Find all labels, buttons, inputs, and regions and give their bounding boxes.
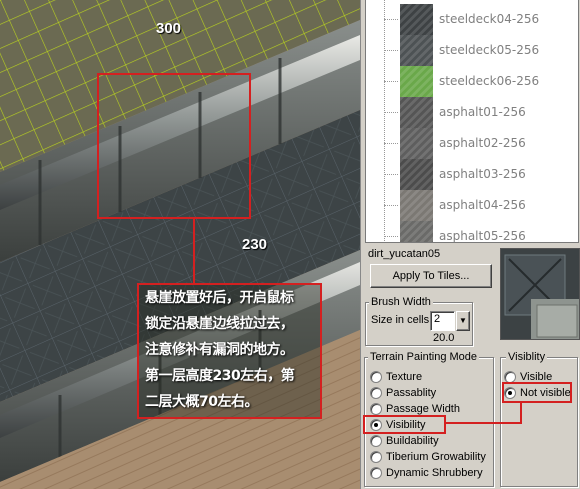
tile-item[interactable]: asphalt04-256 xyxy=(384,190,574,221)
tile-thumbnail xyxy=(400,159,433,190)
tile-thumbnail xyxy=(400,97,433,128)
tile-thumbnail xyxy=(400,221,433,242)
tile-name: steeldeck06-256 xyxy=(439,74,540,88)
visibility-option-not-visible[interactable]: Not visible xyxy=(504,386,571,400)
size-in-cells-label: Size in cells: xyxy=(371,314,433,326)
annotation-line: 注意修补有漏洞的地方。 xyxy=(145,342,294,358)
tile-item[interactable]: asphalt01-256 xyxy=(384,97,574,128)
mode-option-dynamic-shrubbery[interactable]: Dynamic Shrubbery xyxy=(370,466,483,480)
mode-option-texture[interactable]: Texture xyxy=(370,370,422,384)
radio-icon xyxy=(370,403,382,415)
brush-value-readout: 20.0 xyxy=(433,332,455,344)
mode-option-label: Passablity xyxy=(386,387,437,399)
mode-option-buildability[interactable]: Buildability xyxy=(370,434,439,448)
visibility-option-visible[interactable]: Visible xyxy=(504,370,552,384)
tile-thumbnail xyxy=(400,4,433,35)
visibility-option-label: Visible xyxy=(520,371,553,383)
tile-thumbnail xyxy=(400,66,433,97)
radio-selected-icon xyxy=(504,387,516,399)
radio-icon xyxy=(370,451,382,463)
tile-item[interactable]: asphalt03-256 xyxy=(384,159,574,190)
tile-item[interactable]: steeldeck05-256 xyxy=(384,35,574,66)
radio-icon xyxy=(370,467,382,479)
selected-tile-name: dirt_yucatan05 xyxy=(368,248,441,260)
visibility-title: Visiblity xyxy=(506,351,548,363)
tree-line xyxy=(384,0,385,242)
chevron-down-icon: ▼ xyxy=(459,316,467,325)
tile-item[interactable]: steeldeck04-256 xyxy=(384,4,574,35)
annotation-line: 第一层高度230左右，第 xyxy=(145,368,295,384)
brush-size-dropdown[interactable]: ▼ xyxy=(456,311,470,331)
map-viewport[interactable]: 300 230 悬崖放置好后，开启鼠标 锁定沿悬崖边线拉过去， 注意修补有漏洞的… xyxy=(0,0,360,489)
mode-option-label: Dynamic Shrubbery xyxy=(386,467,483,479)
height-label-300: 300 xyxy=(156,20,182,37)
mode-option-label: Visibility xyxy=(386,419,426,431)
tile-item[interactable]: asphalt02-256 xyxy=(384,128,574,159)
visibility-option-label: Not visible xyxy=(520,387,571,399)
radio-icon xyxy=(370,435,382,447)
tile-item[interactable]: steeldeck06-256 xyxy=(384,66,574,97)
radio-selected-icon xyxy=(370,419,382,431)
highlight-visibility-mode xyxy=(363,415,446,434)
height-label-230: 230 xyxy=(242,236,268,253)
mode-option-label: Tiberium Growability xyxy=(386,451,486,463)
mode-option-passablity[interactable]: Passablity xyxy=(370,386,436,400)
annotation-line: 悬崖放置好后，开启鼠标 xyxy=(145,290,294,306)
highlight-connector xyxy=(193,219,195,283)
tile-name: steeldeck04-256 xyxy=(439,12,540,26)
annotation-line: 二层大概70左右。 xyxy=(145,394,258,410)
tile-thumbnail xyxy=(400,128,433,159)
tile-name: asphalt02-256 xyxy=(439,136,526,150)
highlight-box-cliff xyxy=(97,73,251,219)
brush-width-title: Brush Width xyxy=(369,296,433,308)
mode-option-passage-width[interactable]: Passage Width xyxy=(370,402,460,416)
annotation-line: 锁定沿悬崖边线拉过去， xyxy=(145,316,294,332)
radio-icon xyxy=(370,371,382,383)
brush-size-field[interactable]: 2 xyxy=(430,311,455,331)
tile-list[interactable]: steeldeck04-256 steeldeck05-256 steeldec… xyxy=(365,0,579,243)
radio-icon xyxy=(370,387,382,399)
terrain-scene xyxy=(0,0,360,489)
mode-option-visibility[interactable]: Visibility xyxy=(370,418,426,432)
mode-option-label: Passage Width xyxy=(386,403,460,415)
tile-name: asphalt04-256 xyxy=(439,198,526,212)
tile-item[interactable]: asphalt05-256 xyxy=(384,221,574,243)
tile-name: asphalt01-256 xyxy=(439,105,526,119)
mode-option-tiberium-growability[interactable]: Tiberium Growability xyxy=(370,450,486,464)
mode-option-label: Texture xyxy=(386,371,423,383)
mode-option-label: Buildability xyxy=(386,435,439,447)
terrain-tool-panel: steeldeck04-256 steeldeck05-256 steeldec… xyxy=(360,0,580,489)
tile-name: asphalt03-256 xyxy=(439,167,526,181)
highlight-not-visible xyxy=(502,382,572,403)
highlight-connector xyxy=(520,402,522,424)
tile-thumbnail xyxy=(400,190,433,221)
tile-thumbnail xyxy=(400,35,433,66)
tile-preview-image xyxy=(501,249,579,339)
highlight-connector xyxy=(446,422,522,424)
annotation-note: 悬崖放置好后，开启鼠标 锁定沿悬崖边线拉过去， 注意修补有漏洞的地方。 第一层高… xyxy=(137,283,322,419)
painting-mode-title: Terrain Painting Mode xyxy=(368,351,480,363)
tile-name: asphalt05-256 xyxy=(439,229,526,243)
tile-name: steeldeck05-256 xyxy=(439,43,540,57)
apply-to-tiles-button[interactable]: Apply To Tiles... xyxy=(370,264,492,288)
tile-preview xyxy=(500,248,580,340)
